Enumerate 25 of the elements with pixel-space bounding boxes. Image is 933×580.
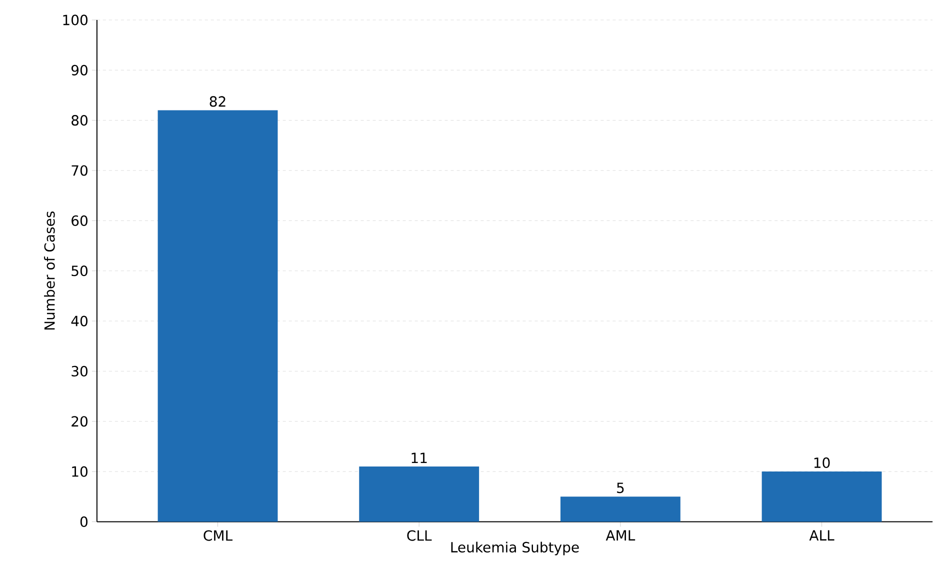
bar <box>359 466 480 522</box>
y-tick-label: 0 <box>80 516 88 528</box>
bar <box>762 472 882 522</box>
y-tick-label: 100 <box>63 14 88 26</box>
y-axis-title: Number of Cases <box>44 212 55 330</box>
y-tick-label: 60 <box>72 216 88 226</box>
bar <box>560 496 680 522</box>
y-tick-label: 30 <box>72 366 88 377</box>
x-tick-label: AML <box>606 530 636 541</box>
x-tick-label: CLL <box>407 530 432 541</box>
bar <box>158 110 278 522</box>
y-tick-label: 10 <box>72 466 88 477</box>
y-tick-label: 50 <box>72 266 88 276</box>
x-tick-label: CML <box>204 530 233 541</box>
y-tick-label: 90 <box>71 65 88 76</box>
data-label: 5 <box>617 482 624 494</box>
data-label: 11 <box>412 452 427 464</box>
data-label: 82 <box>210 96 226 107</box>
x-axis-title: Leukemia Subtype <box>451 542 579 556</box>
y-tick-label: 70 <box>72 165 88 176</box>
y-tick-label: 80 <box>72 115 88 126</box>
y-tick-label: 20 <box>72 416 88 427</box>
data-label: 10 <box>814 458 830 468</box>
y-tick-label: 40 <box>71 316 88 326</box>
x-tick-label: ALL <box>809 530 834 541</box>
